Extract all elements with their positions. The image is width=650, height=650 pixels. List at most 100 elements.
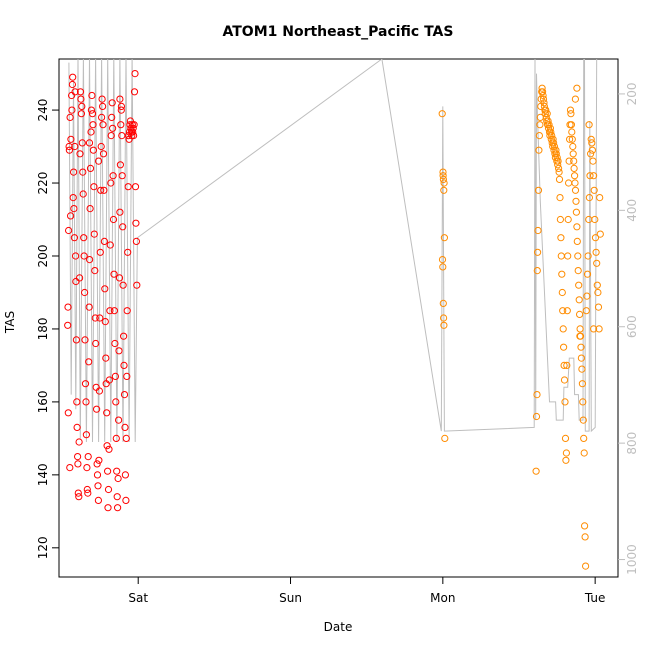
data-point: [132, 237, 140, 245]
y2-tick-label: 200: [625, 82, 639, 105]
data-point: [553, 153, 561, 162]
data-point: [550, 146, 558, 154]
series-0: [64, 70, 141, 512]
y-tick-label: 220: [36, 172, 50, 195]
data-point: [534, 186, 543, 194]
data-point: [582, 562, 590, 570]
data-point: [104, 485, 113, 494]
data-point: [115, 347, 123, 355]
data-point: [119, 281, 127, 289]
data-point: [81, 380, 90, 388]
data-point: [112, 398, 120, 406]
data-point: [588, 146, 597, 154]
data-point: [93, 471, 102, 479]
data-point: [112, 434, 120, 442]
data-point: [542, 106, 550, 114]
data-point: [569, 150, 577, 158]
data-point: [594, 288, 602, 297]
data-point: [110, 270, 118, 278]
data-point: [576, 325, 584, 333]
data-point: [566, 135, 574, 143]
data-point: [593, 281, 601, 289]
data-point: [559, 307, 567, 315]
data-point: [94, 482, 102, 490]
data-point: [74, 453, 82, 461]
data-point: [102, 354, 110, 362]
data-point: [98, 113, 106, 122]
data-point: [95, 456, 103, 464]
plot-frame: [58, 58, 619, 578]
data-point: [113, 493, 121, 501]
data-point: [440, 234, 448, 242]
data-point: [534, 248, 542, 256]
data-point: [95, 157, 103, 165]
data-point: [84, 453, 92, 461]
data-point: [539, 88, 547, 96]
data-point: [582, 307, 590, 315]
data-point: [549, 135, 557, 143]
data-point: [105, 445, 113, 453]
data-point: [564, 215, 572, 224]
data-point: [107, 132, 115, 140]
data-point: [104, 504, 112, 512]
data-point: [130, 88, 139, 96]
data-point: [86, 256, 94, 264]
data-point: [565, 157, 573, 165]
data-point: [116, 208, 124, 216]
data-point: [100, 186, 108, 194]
data-point: [571, 179, 579, 187]
data-point: [564, 252, 572, 260]
data-point: [586, 172, 594, 180]
data-point: [115, 274, 124, 282]
data-point: [587, 135, 595, 143]
data-point: [76, 274, 84, 282]
data-point: [80, 234, 88, 242]
data-point: [440, 314, 448, 322]
data-point: [68, 106, 76, 114]
data-point: [100, 237, 109, 245]
data-point: [561, 398, 569, 406]
data-point: [122, 434, 130, 442]
data-point: [555, 168, 563, 176]
data-point: [109, 215, 118, 224]
data-point: [89, 146, 98, 154]
data-point: [72, 277, 80, 286]
data-point: [79, 190, 87, 198]
series-1: [438, 84, 604, 570]
data-point: [558, 288, 566, 297]
data-point: [440, 179, 448, 187]
y2-tick-label: 800: [625, 432, 639, 455]
data-point: [122, 496, 130, 504]
data-point: [568, 135, 576, 143]
data-point: [129, 124, 137, 132]
data-point: [132, 219, 140, 227]
data-point: [86, 164, 95, 172]
data-point: [65, 226, 73, 235]
data-point: [64, 321, 72, 329]
data-point: [101, 318, 109, 326]
y-tick-label: 240: [36, 99, 50, 122]
data-point: [555, 175, 564, 183]
data-point: [583, 270, 592, 278]
data-point: [71, 142, 79, 151]
data-point: [69, 194, 77, 202]
data-point: [121, 423, 129, 431]
data-point: [591, 215, 599, 224]
data-point: [560, 343, 568, 351]
data-point: [555, 164, 563, 172]
data-point: [439, 168, 447, 176]
data-point: [575, 296, 583, 304]
data-point: [578, 365, 586, 373]
data-point: [439, 172, 447, 180]
y-tick-label: 180: [36, 317, 50, 340]
data-point: [73, 398, 81, 406]
data-point: [569, 142, 577, 151]
data-point: [581, 522, 589, 530]
data-point: [75, 438, 83, 446]
data-point: [85, 303, 93, 311]
data-point: [77, 95, 85, 103]
data-point: [557, 234, 565, 242]
data-point: [64, 303, 72, 311]
data-point: [571, 186, 580, 194]
data-point: [106, 307, 114, 315]
